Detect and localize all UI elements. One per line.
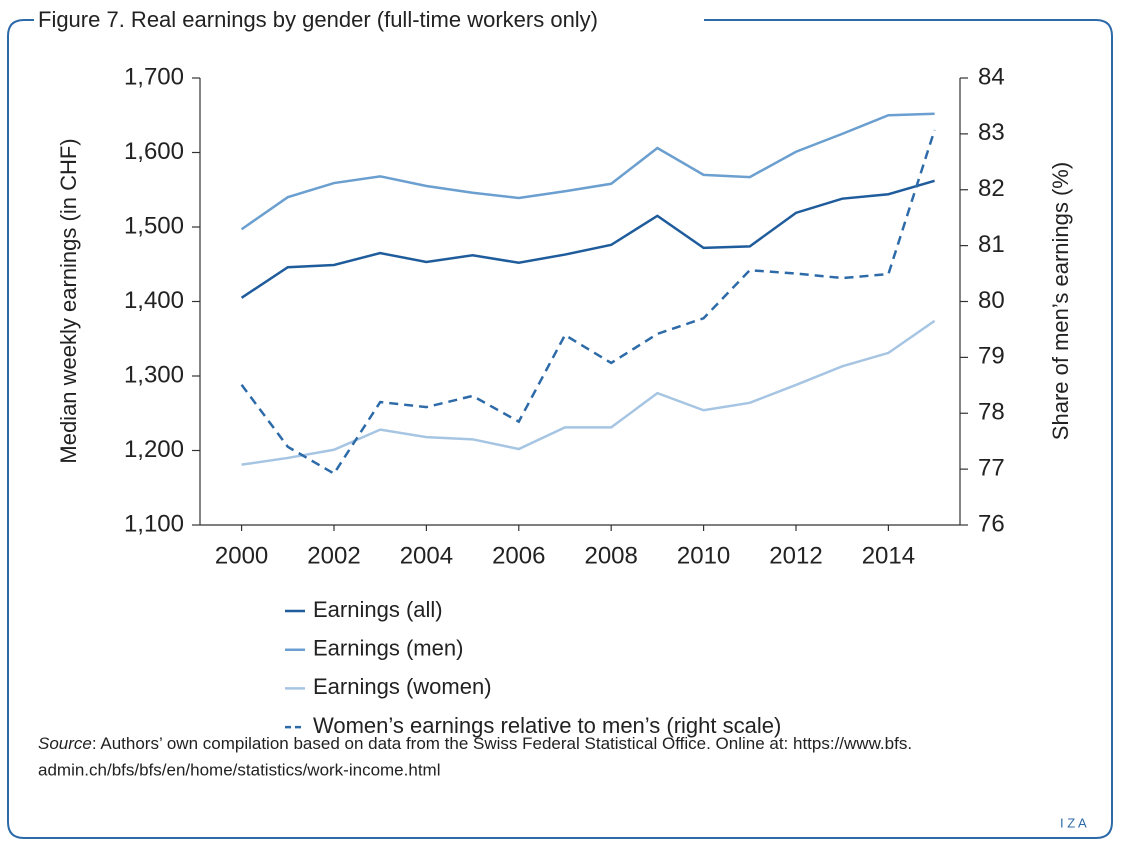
x-tick-label: 2014 <box>862 542 915 569</box>
y-tick-label: 1,200 <box>124 436 184 463</box>
title-bg <box>34 6 704 36</box>
y2-tick-label: 82 <box>978 175 1005 202</box>
x-tick-label: 2006 <box>492 542 545 569</box>
y-tick-label: 1,300 <box>124 361 184 388</box>
y2-tick-label: 80 <box>978 287 1005 314</box>
legend-label: Earnings (men) <box>313 636 463 661</box>
chart-title: Figure 7. Real earnings by gender (full-… <box>38 7 598 32</box>
logo: I Z A <box>1060 815 1087 830</box>
y-tick-label: 1,100 <box>124 510 184 537</box>
source-label: Source <box>38 734 92 753</box>
frame <box>7 19 1113 839</box>
y2-tick-label: 83 <box>978 119 1005 146</box>
x-tick-label: 2004 <box>400 542 453 569</box>
x-tick-label: 2000 <box>215 542 268 569</box>
y-tick-label: 1,600 <box>124 138 184 165</box>
legend-label: Earnings (women) <box>313 674 492 699</box>
y2-tick-label: 76 <box>978 510 1005 537</box>
y2-tick-label: 78 <box>978 399 1005 426</box>
legend-label: Women’s earnings relative to men’s (righ… <box>313 713 781 738</box>
y-tick-label: 1,400 <box>124 287 184 314</box>
y2-tick-label: 79 <box>978 343 1005 370</box>
x-tick-label: 2002 <box>307 542 360 569</box>
series-line <box>241 319 936 466</box>
x-tick-label: 2012 <box>769 542 822 569</box>
series-line <box>240 179 935 299</box>
y2-axis-label: Share of men’s earnings (%) <box>1048 162 1073 440</box>
series-line <box>240 112 935 231</box>
x-tick-label: 2008 <box>584 542 637 569</box>
y-tick-label: 1,500 <box>124 212 184 239</box>
y-tick-label: 1,700 <box>124 63 184 90</box>
y2-tick-label: 77 <box>978 454 1005 481</box>
y2-tick-label: 81 <box>978 231 1005 258</box>
source-text: : Authors’ own compilation based on data… <box>92 734 912 753</box>
legend-label: Earnings (all) <box>313 597 443 622</box>
y-axis-label: Median weekly earnings (in CHF) <box>56 138 81 463</box>
source-text: admin.ch/bfs/bfs/en/home/statistics/work… <box>38 760 440 779</box>
series-line <box>240 129 936 476</box>
x-tick-label: 2010 <box>677 542 730 569</box>
y2-tick-label: 84 <box>978 63 1005 90</box>
source: Source: Authors’ own compilation based o… <box>38 734 912 753</box>
